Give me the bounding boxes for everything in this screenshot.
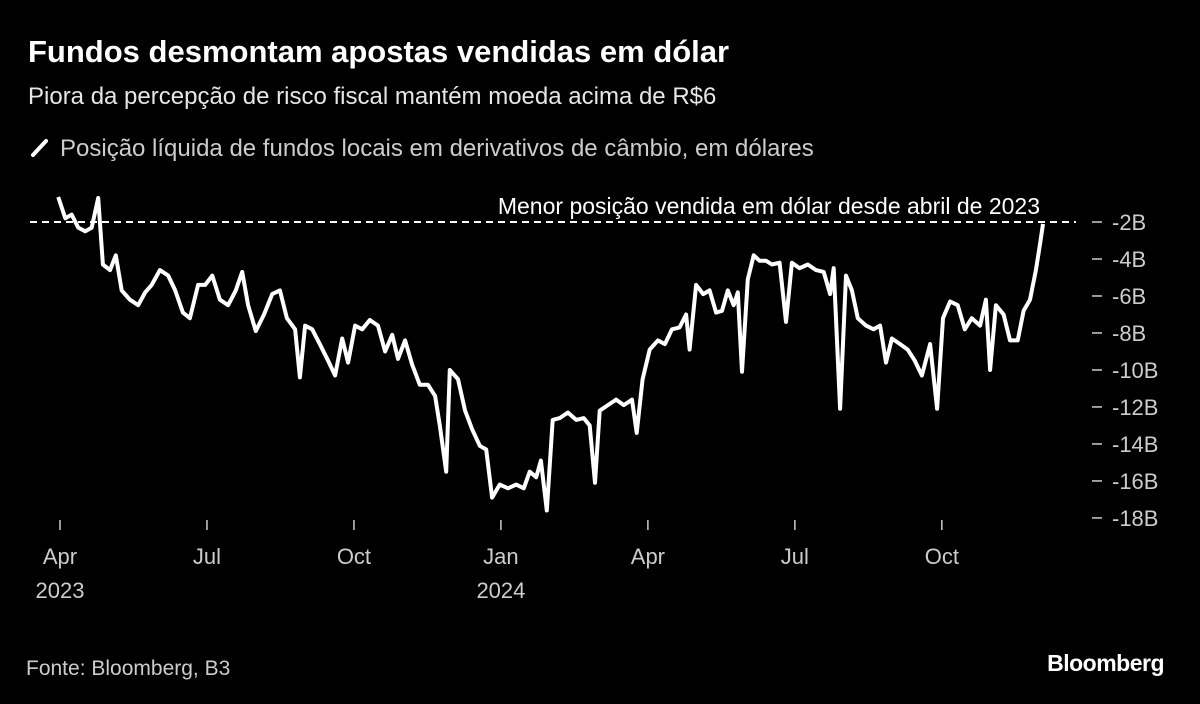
x-tick-label: Oct bbox=[337, 544, 371, 569]
x-tick-year: 2024 bbox=[476, 578, 525, 603]
x-tick-label: Jul bbox=[781, 544, 809, 569]
x-tick-label: Jul bbox=[193, 544, 221, 569]
y-tick-label: -8B bbox=[1112, 321, 1146, 346]
chart-title: Fundos desmontam apostas vendidas em dól… bbox=[28, 34, 729, 69]
y-tick-label: -16B bbox=[1112, 469, 1158, 494]
y-tick-label: -2B bbox=[1112, 210, 1146, 235]
legend-icon bbox=[31, 139, 48, 157]
legend-label: Posição líquida de fundos locais em deri… bbox=[60, 135, 814, 162]
y-tick-label: -14B bbox=[1112, 432, 1158, 457]
x-tick-label: Oct bbox=[925, 544, 959, 569]
reference-label: Menor posição vendida em dólar desde abr… bbox=[498, 193, 1040, 219]
brand: Bloomberg bbox=[1047, 650, 1164, 676]
x-tick-label: Apr bbox=[43, 544, 77, 569]
y-tick-label: -18B bbox=[1112, 506, 1158, 531]
x-tick-label: Jan bbox=[483, 544, 518, 569]
x-tick-year: 2023 bbox=[36, 578, 85, 603]
x-tick-label: Apr bbox=[631, 544, 665, 569]
y-tick-label: -6B bbox=[1112, 284, 1146, 309]
chart-subtitle: Piora da percepção de risco fiscal manté… bbox=[28, 83, 716, 110]
source: Fonte: Bloomberg, B3 bbox=[26, 657, 230, 680]
y-tick-label: -12B bbox=[1112, 395, 1158, 420]
y-tick-label: -4B bbox=[1112, 247, 1146, 272]
y-tick-label: -10B bbox=[1112, 358, 1158, 383]
data-line bbox=[56, 196, 1045, 513]
